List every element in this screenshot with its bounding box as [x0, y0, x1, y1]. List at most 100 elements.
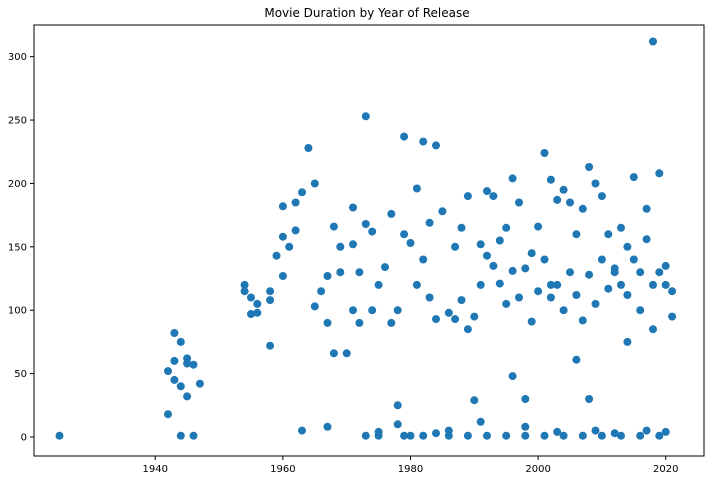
scatter-point: [393, 401, 402, 410]
scatter-point: [189, 431, 198, 440]
scatter-point: [578, 316, 587, 325]
scatter-point: [329, 349, 338, 358]
scatter-point: [508, 266, 517, 275]
scatter-point: [476, 280, 485, 289]
scatter-point: [553, 195, 562, 204]
scatter-point: [183, 359, 192, 368]
scatter-point: [393, 306, 402, 315]
scatter-point: [323, 272, 332, 280]
scatter-point: [508, 372, 517, 381]
scatter-point: [342, 349, 351, 358]
scatter-point: [329, 222, 338, 231]
scatter-point: [317, 287, 326, 296]
scatter-point: [444, 308, 453, 317]
scatter-point: [636, 268, 645, 277]
scatter-point: [419, 431, 428, 440]
scatter-point: [393, 420, 402, 429]
scatter-point: [527, 249, 536, 258]
scatter-point: [381, 263, 389, 272]
scatter-point: [412, 280, 421, 289]
scatter-point: [489, 192, 498, 201]
scatter-point: [247, 310, 255, 318]
scatter-point: [597, 255, 606, 264]
scatter-point: [444, 426, 453, 435]
scatter-point: [604, 284, 613, 293]
scatter-point: [572, 230, 581, 239]
scatter-point: [610, 264, 619, 273]
scatter-point: [176, 337, 185, 346]
scatter-point: [642, 204, 651, 213]
scatter-point: [406, 239, 415, 247]
scatter-point: [361, 220, 370, 228]
scatter-point: [451, 242, 460, 251]
scatter-point: [406, 431, 415, 440]
x-tick-label: 1980: [398, 464, 423, 475]
scatter-point: [164, 367, 172, 376]
scatter-point: [546, 293, 555, 302]
scatter-point: [597, 192, 606, 201]
scatter-point: [240, 280, 249, 289]
scatter-point: [298, 426, 306, 435]
scatter-point: [170, 329, 179, 337]
scatter-point: [515, 293, 523, 302]
y-tick-label: 150: [8, 242, 27, 253]
scatter-point: [668, 312, 677, 321]
scatter-point: [623, 242, 632, 251]
scatter-point: [425, 293, 434, 302]
scatter-point: [585, 163, 594, 171]
scatter-point: [591, 426, 600, 435]
scatter-point: [623, 337, 632, 346]
scatter-point: [610, 429, 619, 438]
x-tick-label: 1960: [270, 464, 295, 475]
scatter-point: [661, 261, 670, 270]
scatter-point: [572, 291, 581, 299]
scatter-point: [642, 235, 651, 244]
scatter-point: [661, 427, 670, 436]
scatter-point: [585, 395, 594, 403]
plot-area: [55, 37, 677, 440]
scatter-point: [534, 222, 543, 231]
scatter-point: [668, 287, 677, 296]
scatter-point: [349, 306, 357, 315]
scatter-point: [310, 302, 319, 311]
chart-title: Movie Duration by Year of Release: [264, 6, 469, 20]
scatter-point: [425, 218, 434, 227]
scatter-point: [534, 287, 543, 296]
scatter-point: [374, 431, 383, 440]
scatter-point: [502, 223, 511, 232]
scatter-point: [457, 296, 466, 305]
scatter-point: [495, 279, 504, 288]
scatter-point: [457, 223, 466, 232]
scatter-point: [432, 429, 440, 438]
scatter-point: [419, 255, 428, 264]
scatter-point: [483, 251, 491, 260]
scatter-point: [266, 287, 275, 296]
scatter-point: [591, 179, 600, 188]
scatter-point: [189, 360, 198, 369]
scatter-point: [183, 392, 192, 401]
scatter-point: [476, 417, 485, 426]
scatter-point: [266, 341, 275, 350]
scatter-point: [323, 422, 332, 431]
scatter-point: [451, 315, 460, 324]
scatter-point: [336, 242, 345, 251]
scatter-point: [623, 291, 632, 299]
y-tick-label: 250: [8, 116, 27, 127]
scatter-point: [521, 395, 530, 403]
scatter-point: [559, 431, 568, 440]
scatter-point: [310, 179, 319, 188]
scatter-point: [629, 173, 638, 182]
scatter-point: [419, 137, 428, 146]
scatter-point: [361, 112, 370, 121]
scatter-point: [540, 431, 549, 440]
scatter-point: [546, 280, 555, 289]
scatter-point: [438, 207, 447, 216]
scatter-point: [387, 209, 396, 218]
scatter-point: [412, 184, 421, 193]
scatter-point: [336, 268, 345, 277]
scatter-point: [176, 382, 185, 391]
scatter-point: [400, 431, 409, 440]
scatter-point: [355, 268, 364, 277]
scatter-point: [349, 203, 357, 212]
scatter-point: [323, 318, 332, 327]
